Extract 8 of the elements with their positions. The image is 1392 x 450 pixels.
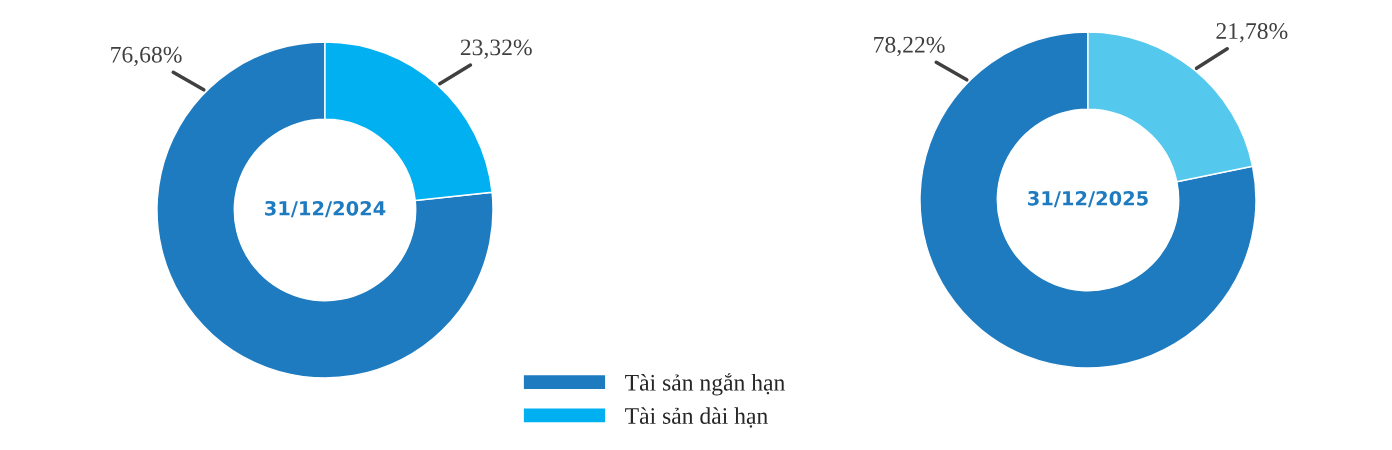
- text: 31/12/2025: [1028, 190, 1148, 208]
- data-label: 21,78%: [1216, 23, 1288, 43]
- legend-label: Tài sản ngắn hạn: [625, 373, 785, 396]
- text: 31/12/2024: [265, 200, 386, 218]
- data-label: 23,32%: [460, 39, 532, 59]
- legend-label: Tài sản dài hạn: [625, 407, 768, 428]
- data-label: 76,68%: [111, 46, 182, 67]
- data-label: 78,22%: [874, 36, 945, 57]
